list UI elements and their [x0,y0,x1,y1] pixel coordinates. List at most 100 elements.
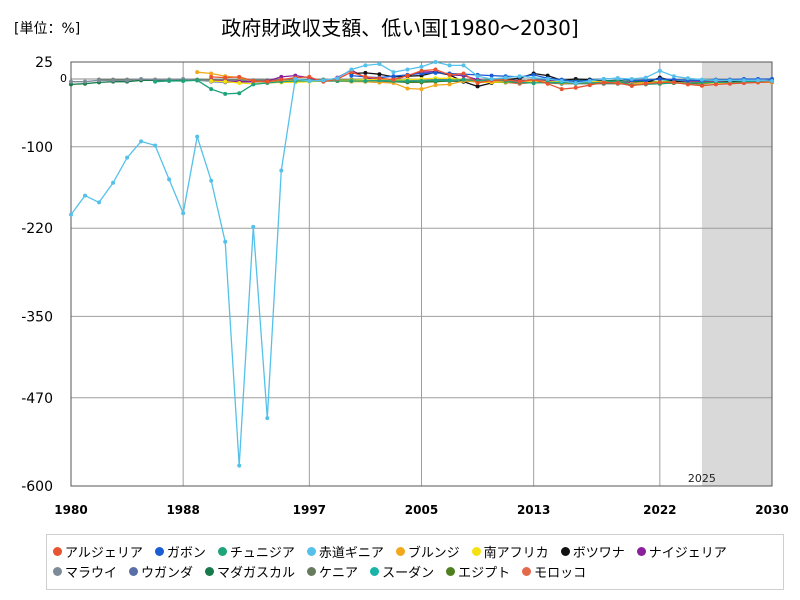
x-tick-label: 1980 [54,503,87,517]
data-point [433,60,438,64]
data-point [391,74,396,79]
data-point [475,74,480,79]
data-point [83,79,88,84]
data-point [447,63,452,68]
data-point [433,78,438,83]
data-point [139,76,144,81]
x-axis-labels: 1980 1988 1997 2005 2013 2022 2030 [54,503,788,517]
legend-marker [522,566,532,576]
data-point [447,82,452,87]
y-axis-labels: 25 -100 -220 -350 -470 -600 [21,55,53,495]
x-tick-label: 2030 [755,503,788,517]
data-point [671,80,676,85]
data-point [363,63,368,68]
x-tick-label: 2005 [405,503,438,517]
x-tick-label: 1997 [293,503,326,517]
legend-marker [129,566,139,576]
data-point [573,81,578,86]
data-point [181,211,186,216]
legend-marker [560,546,570,556]
data-point [755,78,760,83]
data-point [629,83,634,88]
legend-item: マラウイ [53,561,117,581]
data-point [363,74,368,79]
data-point [237,463,242,468]
data-point [461,77,466,82]
legend-marker [636,546,646,556]
y-tick-label: -220 [21,221,53,237]
data-point [601,80,606,85]
legend-label: チュニジア [229,545,295,561]
legend-item: マダガスカル [205,561,295,581]
data-point [643,75,648,80]
legend-item: モロッコ [522,561,586,581]
data-point [363,70,368,75]
data-point [657,80,662,85]
data-point [405,67,410,72]
legend-marker [370,566,380,576]
data-point [517,74,522,79]
data-point [391,77,396,82]
data-point [405,78,410,83]
legend-item: 赤道ギニア [306,541,384,561]
data-point [475,81,480,86]
legend-label: 赤道ギニア [318,545,384,561]
data-point [209,78,214,83]
legend-label: アルジェリア [65,545,143,561]
legend-marker [154,546,164,556]
data-point [475,84,480,89]
data-point [461,63,466,68]
data-point [279,77,284,82]
data-point [615,76,620,81]
legend-marker [446,566,456,576]
data-point [419,64,424,69]
legend: アルジェリア ガボン チュニジア 赤道ギニア ブルンジ 南アフリカ ボツワナ ナイジェリア マラ… [46,534,784,590]
legend-label: スーダン [382,565,435,581]
legend-marker [217,546,227,556]
y-tick-label: 25 [35,55,53,71]
data-point [69,79,73,84]
data-point [307,78,312,83]
data-point [321,78,326,83]
legend-item: ナイジェリア [636,541,727,561]
data-point [153,79,158,84]
data-point [265,79,270,84]
data-point [335,76,340,81]
data-point [237,91,242,96]
legend-marker [307,566,317,576]
x-tick-label: 2013 [517,503,550,517]
data-point [209,178,214,183]
data-point [223,239,228,244]
data-point [391,70,396,75]
data-point [181,78,186,83]
data-point [545,81,550,86]
legend-marker [53,566,62,576]
legend-label: ケニア [319,565,359,581]
data-point [461,71,466,76]
data-point [279,168,284,173]
data-point [587,78,592,83]
legend-marker [53,546,62,556]
data-point [69,212,73,217]
data-point [125,155,130,160]
data-point [125,78,130,83]
legend-item: アルジェリア [53,541,143,561]
legend-label: ボツワナ [572,545,625,561]
data-point [559,78,564,83]
legend-marker [205,566,215,576]
data-point [685,76,690,81]
data-point [713,82,718,87]
data-point [433,70,438,75]
data-point [377,72,382,77]
data-point [83,193,88,198]
data-point [601,76,606,81]
data-point [195,134,200,139]
unit-label: [単位：%] [14,21,81,37]
chart-svg: 25 -100 -220 -350 -470 -600 1980 1988 1997 2005 2… [21,55,788,517]
data-point [629,76,634,81]
data-point [223,79,228,84]
forecast-start-label: 2025 [688,472,716,485]
data-point [349,73,354,78]
legend-items: アルジェリア ガボン チュニジア 赤道ギニア ブルンジ 南アフリカ ボツワナ ナイジェリア マラ… [47,535,783,581]
data-point [587,83,592,88]
